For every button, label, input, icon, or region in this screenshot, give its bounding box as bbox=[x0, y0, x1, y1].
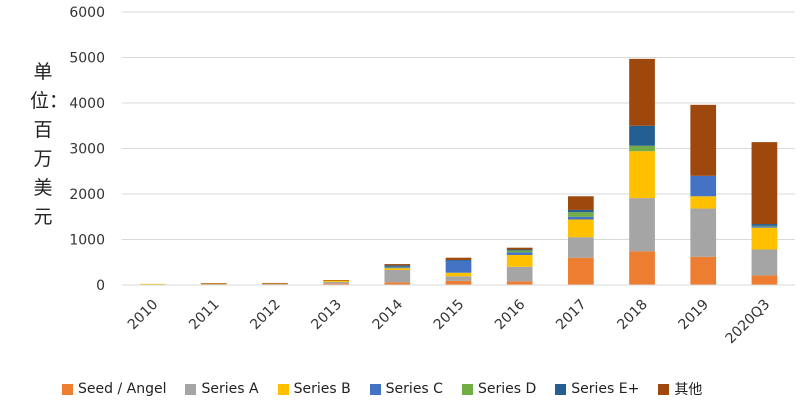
x-tick-label: 2010 bbox=[125, 297, 162, 334]
legend-swatch bbox=[185, 383, 197, 395]
legend-label: Series A bbox=[201, 381, 259, 397]
bar-segment bbox=[262, 283, 288, 285]
legend-swatch bbox=[461, 383, 473, 395]
legend-item: Series C bbox=[369, 381, 443, 397]
bar-segment bbox=[568, 212, 594, 217]
bar-segment bbox=[384, 264, 411, 266]
x-tick-label: 2013 bbox=[308, 297, 345, 334]
bar-segment bbox=[568, 216, 594, 220]
bar-segment bbox=[506, 281, 533, 285]
bar-segment bbox=[568, 196, 594, 210]
bar-segment bbox=[751, 227, 778, 250]
x-tick-label: 2012 bbox=[247, 297, 284, 334]
y-tick-label: 5000 bbox=[69, 51, 105, 67]
x-tick-label: 2015 bbox=[431, 297, 468, 334]
bar-segment bbox=[751, 225, 778, 227]
bar-segment bbox=[629, 151, 655, 199]
legend-swatch bbox=[62, 383, 73, 395]
x-tick-label: 2020Q3 bbox=[723, 297, 774, 348]
bar-segment bbox=[445, 257, 472, 260]
legend-label: Series E+ bbox=[571, 381, 640, 397]
y-tick-label: 6000 bbox=[69, 5, 105, 21]
bar-segment bbox=[568, 237, 594, 258]
y-tick-label: 2000 bbox=[69, 187, 105, 203]
bar-segment bbox=[445, 260, 472, 273]
y-tick-label: 3000 bbox=[69, 142, 105, 158]
legend-swatch bbox=[555, 383, 567, 395]
bar-segment bbox=[262, 282, 288, 284]
bar-segment bbox=[629, 198, 655, 252]
bar-segment bbox=[445, 276, 472, 281]
legend-item: Series E+ bbox=[555, 381, 639, 397]
bar-segment bbox=[568, 209, 594, 213]
bar-segment bbox=[751, 224, 778, 226]
bar-segment bbox=[690, 208, 717, 257]
bar-segment bbox=[323, 280, 349, 282]
legend-label: Series C bbox=[385, 381, 443, 397]
bar-segment bbox=[200, 283, 227, 284]
y-tick-label: 0 bbox=[96, 278, 105, 294]
x-tick-label: 2018 bbox=[614, 297, 651, 334]
x-tick-label: 2014 bbox=[370, 296, 407, 333]
legend-item: Series B bbox=[277, 381, 351, 397]
bar-segment bbox=[139, 283, 166, 285]
x-tick-label: 2019 bbox=[676, 297, 713, 334]
bar-segment bbox=[384, 282, 411, 285]
bar-segment bbox=[323, 281, 349, 284]
bar-segment bbox=[323, 283, 349, 285]
bar-segment bbox=[690, 256, 717, 285]
legend-swatch bbox=[658, 383, 670, 395]
bar-segment bbox=[506, 249, 533, 251]
x-tick-label: 2017 bbox=[553, 297, 590, 334]
bar-segment bbox=[751, 275, 778, 285]
y-tick-label: 1000 bbox=[69, 233, 105, 249]
bar-segment bbox=[690, 196, 717, 209]
bar-segment bbox=[506, 252, 533, 255]
bar-segment bbox=[629, 251, 655, 285]
legend-label: Seed / Angel bbox=[78, 381, 167, 397]
legend-item: Seed / Angel bbox=[62, 381, 166, 397]
y-axis-title: 单位：百万美元 bbox=[30, 61, 69, 228]
bar-segment bbox=[568, 257, 594, 285]
bar-segment bbox=[506, 250, 533, 253]
bar-segment bbox=[384, 268, 411, 270]
legend-label: Series D bbox=[477, 381, 537, 397]
legend-label: 其他 bbox=[674, 382, 703, 398]
legend: Seed / Angel Series A Series B Series C Seri… bbox=[62, 376, 721, 402]
bar-segment bbox=[751, 142, 778, 225]
bar-segment bbox=[506, 247, 533, 250]
bar-segment bbox=[751, 249, 778, 276]
bar-segment bbox=[690, 175, 717, 197]
bar-segment bbox=[384, 267, 411, 269]
legend-label: Series B bbox=[293, 381, 351, 397]
bar-segment bbox=[629, 58, 655, 126]
bar-segment bbox=[445, 259, 472, 261]
legend-item: Series D bbox=[461, 381, 537, 397]
bar-segment bbox=[445, 280, 472, 285]
x-tick-label: 2011 bbox=[186, 297, 223, 334]
legend-swatch bbox=[369, 383, 381, 395]
bar-segment bbox=[384, 266, 411, 268]
legend-swatch bbox=[277, 383, 289, 395]
bar-segment bbox=[506, 254, 533, 267]
bar-segment bbox=[384, 269, 411, 283]
bar-segment bbox=[384, 265, 411, 267]
bar-segment bbox=[323, 279, 349, 281]
bar-segment bbox=[751, 226, 778, 228]
legend-item: Series A bbox=[185, 381, 259, 397]
bar-segment bbox=[506, 266, 533, 282]
bar-segment bbox=[568, 219, 594, 238]
bar-segment bbox=[445, 272, 472, 277]
bar-segment bbox=[629, 125, 655, 146]
x-tick-label: 2016 bbox=[492, 296, 529, 333]
bar-segment bbox=[629, 145, 655, 152]
legend-item: 其他 bbox=[658, 379, 702, 399]
bar-segment bbox=[690, 104, 717, 176]
y-tick-label: 4000 bbox=[69, 96, 105, 112]
